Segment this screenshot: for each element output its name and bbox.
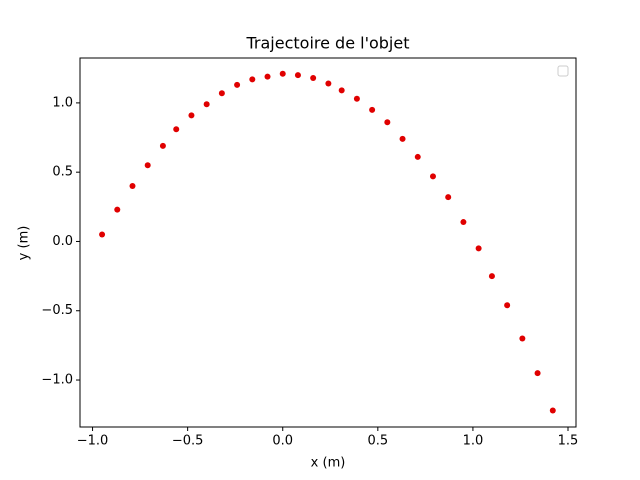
- y-tick-label: −1.0: [41, 373, 73, 388]
- point: [279, 70, 286, 77]
- point: [504, 302, 511, 309]
- point: [234, 81, 241, 88]
- point: [264, 73, 271, 80]
- point: [353, 95, 360, 102]
- y-tick-label: 1.0: [52, 95, 73, 110]
- point: [203, 101, 210, 108]
- point: [310, 74, 317, 81]
- x-tick-label: −1.0: [77, 434, 109, 449]
- point: [534, 370, 541, 377]
- y-tick-label: −0.5: [41, 303, 73, 318]
- point: [429, 173, 436, 180]
- y-tick-label: 0.5: [52, 165, 73, 180]
- x-tick-label: 1.0: [463, 434, 484, 449]
- x-tick-label: 0.5: [367, 434, 388, 449]
- chart-title: Trajectoire de l'objet: [246, 34, 410, 53]
- point: [249, 76, 256, 83]
- point: [460, 219, 467, 226]
- point: [338, 87, 345, 94]
- point: [114, 206, 121, 213]
- x-tick-label: −0.5: [172, 434, 204, 449]
- point: [399, 135, 406, 142]
- point: [129, 183, 136, 190]
- point: [519, 335, 526, 342]
- x-tick-label: 0.0: [272, 434, 293, 449]
- point: [549, 407, 556, 414]
- point: [188, 112, 195, 119]
- point: [384, 119, 391, 126]
- point: [414, 153, 421, 160]
- x-tick-label: 1.5: [558, 434, 579, 449]
- plot-frame: [79, 57, 577, 428]
- x-axis-label: x (m): [311, 456, 346, 471]
- point: [144, 162, 151, 169]
- point: [369, 106, 376, 113]
- legend-box: [557, 65, 569, 77]
- point: [488, 273, 495, 280]
- y-axis-label: y (m): [17, 226, 32, 261]
- point: [475, 245, 482, 252]
- point: [325, 80, 332, 87]
- point: [99, 231, 106, 238]
- point: [159, 142, 166, 149]
- point: [294, 72, 301, 79]
- point: [218, 90, 225, 97]
- y-tick-label: 0.0: [52, 234, 73, 249]
- point: [445, 194, 452, 201]
- point: [173, 126, 180, 133]
